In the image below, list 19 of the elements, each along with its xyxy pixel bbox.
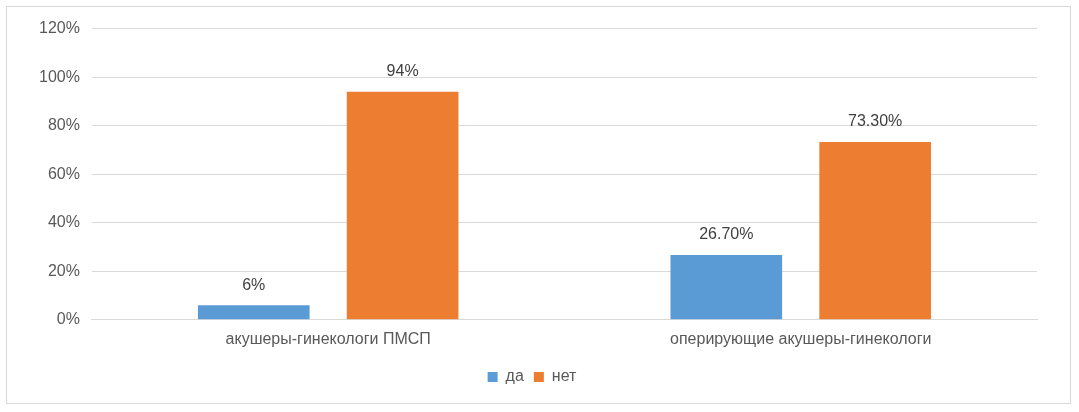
bar [819,141,931,320]
y-tick-label: 40% [47,213,80,231]
data-label: 26.70% [699,225,754,243]
y-tick-label: 0% [56,310,80,328]
y-tick-label: 120% [39,19,80,37]
y-tick-label: 80% [47,116,80,134]
bar [197,305,310,320]
data-label: 94% [386,62,419,80]
y-tick-label: 20% [47,261,80,279]
data-label: 6% [242,275,266,293]
legend-label: нет [551,367,578,385]
legend-label: да [505,367,524,385]
bar [670,255,783,320]
y-tick-label: 100% [39,67,80,85]
x-tick-label: оперирующие акушеры-гинекологи [670,329,932,347]
bar [346,91,459,320]
x-tick-label: акушеры-гинекологи ПМСП [225,329,431,347]
y-tick-label: 60% [47,164,80,182]
data-label: 73.30% [848,112,903,130]
